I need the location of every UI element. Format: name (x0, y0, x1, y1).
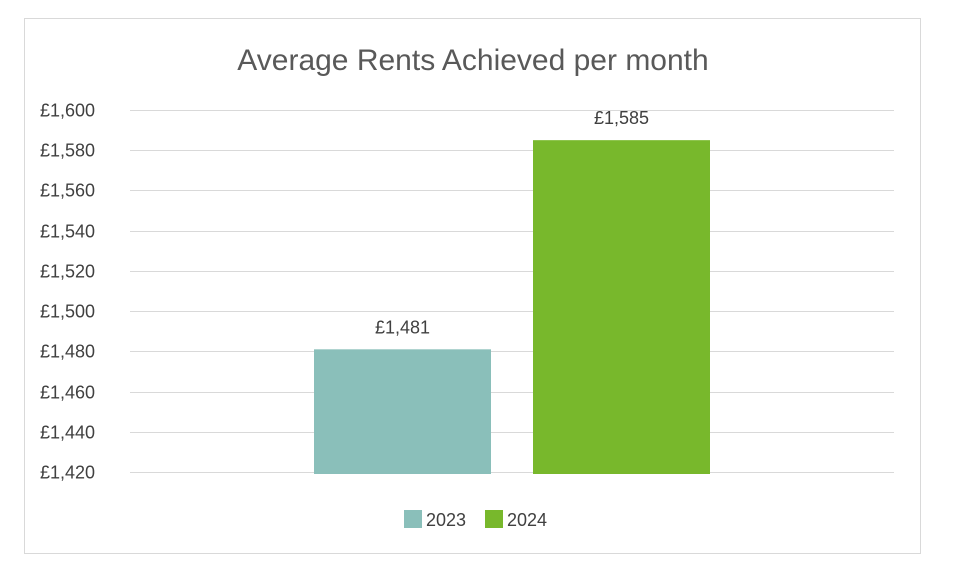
bar-2023 (314, 349, 491, 474)
y-tick-label: £1,480 (40, 342, 95, 362)
bars (314, 140, 710, 474)
y-tick-label: £1,500 (40, 302, 95, 322)
y-tick-label: £1,520 (40, 262, 95, 282)
chart-title: Average Rents Achieved per month (237, 44, 708, 77)
y-tick-label: £1,420 (40, 463, 95, 483)
legend-swatch-2024 (485, 510, 503, 528)
y-tick-label: £1,540 (40, 222, 95, 242)
legend: 2023 2024 (404, 510, 547, 530)
data-labels: £1,481 £1,585 (375, 108, 649, 337)
y-tick-label: £1,460 (40, 383, 95, 403)
legend-label-2023: 2023 (426, 510, 466, 530)
y-tick-label: £1,560 (40, 181, 95, 201)
data-label-2024: £1,585 (594, 108, 649, 128)
y-tick-label: £1,600 (40, 101, 95, 121)
gridlines (130, 110, 894, 473)
data-label-2023: £1,481 (375, 317, 430, 337)
legend-label-2024: 2024 (507, 510, 547, 530)
bar-2024 (533, 140, 710, 474)
y-axis-tick-labels: £1,420 £1,440 £1,460 £1,480 £1,500 £1,520 £1,5… (40, 101, 95, 483)
legend-swatch-2023 (404, 510, 422, 528)
y-tick-label: £1,440 (40, 423, 95, 443)
y-tick-label: £1,580 (40, 141, 95, 161)
